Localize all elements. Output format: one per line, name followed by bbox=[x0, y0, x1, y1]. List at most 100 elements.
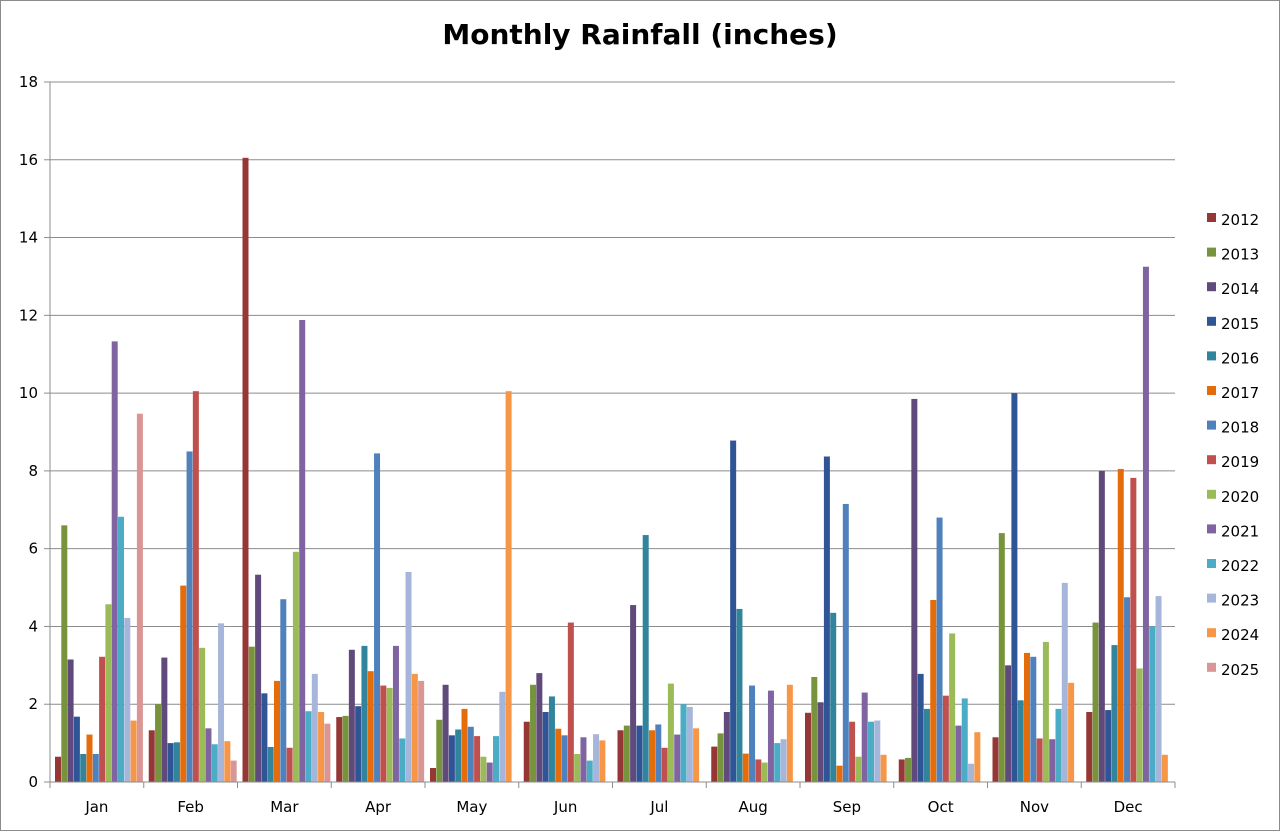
bar bbox=[148, 730, 155, 782]
legend-label: 2019 bbox=[1221, 453, 1259, 471]
bar bbox=[186, 451, 193, 782]
bar bbox=[574, 754, 581, 782]
x-tick-label: Jun bbox=[553, 798, 577, 816]
bar bbox=[1130, 477, 1137, 782]
bar bbox=[561, 735, 568, 782]
gridlines bbox=[44, 81, 1175, 783]
bar bbox=[230, 760, 237, 782]
bar bbox=[1042, 642, 1049, 782]
bar bbox=[342, 715, 349, 782]
bar bbox=[593, 734, 600, 782]
legend-swatch bbox=[1207, 386, 1216, 395]
bar bbox=[55, 756, 61, 782]
bar bbox=[836, 765, 843, 782]
legend-swatch bbox=[1207, 351, 1216, 361]
bar bbox=[917, 673, 924, 782]
bar bbox=[348, 649, 355, 782]
bar bbox=[355, 706, 362, 782]
bar bbox=[461, 708, 468, 782]
y-tick-label: 10 bbox=[19, 384, 38, 402]
bar bbox=[286, 747, 293, 782]
x-tick-label: Feb bbox=[177, 798, 204, 816]
bar bbox=[1011, 393, 1018, 782]
bar bbox=[623, 725, 630, 782]
bar bbox=[248, 646, 255, 782]
bar bbox=[1017, 700, 1024, 782]
y-tick-label: 18 bbox=[19, 73, 38, 91]
bar bbox=[299, 320, 306, 782]
bar bbox=[505, 391, 512, 782]
bar bbox=[436, 719, 443, 782]
bar bbox=[1055, 708, 1062, 782]
bar bbox=[548, 696, 555, 782]
x-axis-tick-labels: Jan Feb Mar Apr May Jun Jul Aug Sep Oct Nov Dec bbox=[84, 798, 1142, 816]
bar bbox=[617, 730, 624, 782]
axes bbox=[49, 82, 1176, 788]
y-tick-label: 0 bbox=[28, 773, 38, 791]
bar bbox=[105, 604, 112, 782]
bar bbox=[311, 673, 318, 782]
bar bbox=[717, 733, 724, 782]
bar bbox=[267, 747, 274, 782]
bar bbox=[292, 551, 299, 782]
bar bbox=[318, 712, 325, 782]
y-tick-label: 12 bbox=[19, 306, 38, 324]
bar bbox=[855, 756, 862, 782]
bar bbox=[723, 712, 730, 782]
bar bbox=[61, 525, 68, 782]
legend-label: 2014 bbox=[1221, 280, 1259, 298]
legend-swatch bbox=[1207, 213, 1216, 222]
x-tick-label: Aug bbox=[738, 798, 767, 816]
y-axis-tick-labels: 0 2 4 6 8 10 12 14 16 18 bbox=[19, 73, 38, 791]
legend-label: 2013 bbox=[1221, 246, 1259, 264]
legend-label: 2022 bbox=[1221, 557, 1259, 575]
bar bbox=[930, 600, 937, 782]
bar bbox=[430, 768, 436, 782]
bar bbox=[811, 677, 818, 782]
bar bbox=[205, 728, 212, 782]
bar bbox=[124, 617, 131, 782]
bar bbox=[99, 656, 106, 782]
legend-label: 2020 bbox=[1221, 488, 1259, 506]
bar bbox=[486, 762, 493, 782]
legend-label: 2016 bbox=[1221, 349, 1259, 367]
bar bbox=[992, 737, 999, 782]
legend-label: 2023 bbox=[1221, 592, 1259, 610]
bar bbox=[1049, 739, 1056, 782]
bar bbox=[474, 736, 481, 782]
bar bbox=[586, 760, 593, 782]
bar bbox=[755, 759, 762, 782]
bar bbox=[567, 622, 574, 782]
bar bbox=[936, 517, 943, 782]
bar bbox=[817, 702, 824, 782]
bar bbox=[780, 739, 787, 782]
bar bbox=[242, 157, 249, 782]
x-tick-label: Jan bbox=[84, 798, 108, 816]
legend-swatch bbox=[1207, 455, 1216, 465]
x-tick-label: Dec bbox=[1114, 798, 1143, 816]
legend-label: 2021 bbox=[1221, 522, 1259, 540]
bar bbox=[1092, 622, 1099, 782]
bar bbox=[218, 623, 225, 782]
bar bbox=[411, 673, 418, 782]
bar bbox=[180, 585, 187, 782]
bar bbox=[880, 754, 887, 782]
bar bbox=[1149, 626, 1156, 782]
legend-label: 2025 bbox=[1221, 661, 1259, 679]
y-tick-label: 14 bbox=[19, 229, 38, 247]
bar bbox=[211, 744, 218, 782]
bar bbox=[480, 756, 487, 782]
bar bbox=[767, 690, 774, 782]
y-tick-label: 6 bbox=[28, 540, 38, 558]
bar bbox=[961, 698, 968, 782]
y-tick-label: 2 bbox=[28, 695, 38, 713]
bar bbox=[555, 728, 562, 782]
bar bbox=[1136, 668, 1143, 782]
bar bbox=[680, 704, 687, 782]
x-tick-label: Jul bbox=[649, 798, 668, 816]
bar bbox=[686, 706, 693, 782]
bar bbox=[80, 754, 87, 782]
bar bbox=[580, 737, 587, 782]
bar bbox=[693, 728, 700, 782]
